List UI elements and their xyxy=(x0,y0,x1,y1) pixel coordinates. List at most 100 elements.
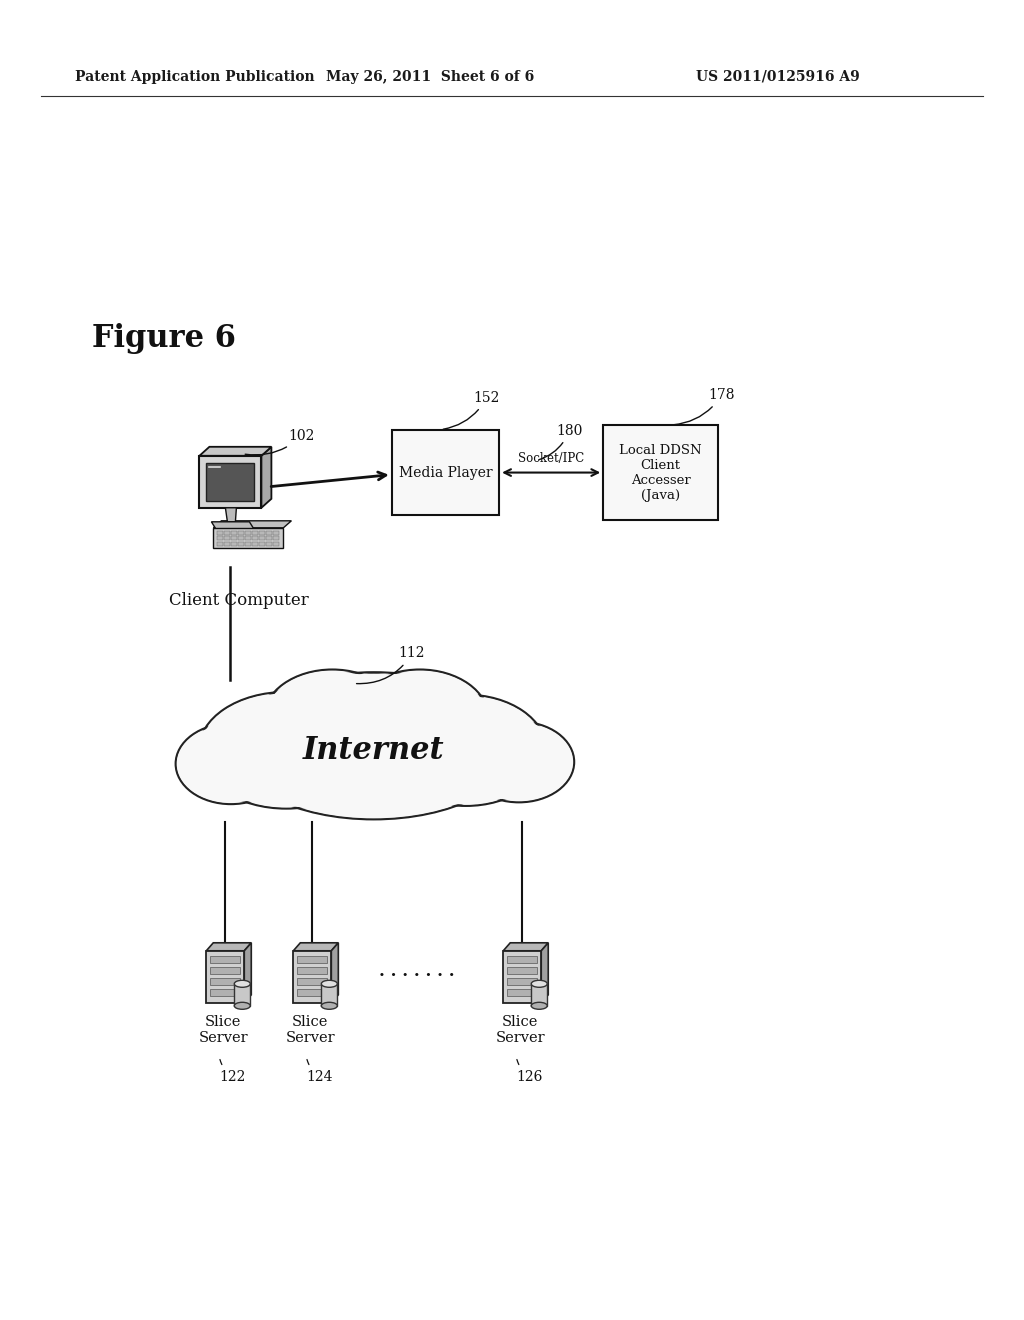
Text: US 2011/0125916 A9: US 2011/0125916 A9 xyxy=(696,70,860,83)
Ellipse shape xyxy=(322,1002,337,1010)
Ellipse shape xyxy=(324,675,424,750)
Ellipse shape xyxy=(230,672,516,820)
Ellipse shape xyxy=(322,981,337,987)
Text: Slice
Server: Slice Server xyxy=(199,1015,248,1045)
Text: Slice
Server: Slice Server xyxy=(286,1015,335,1045)
FancyBboxPatch shape xyxy=(213,528,284,548)
Text: 152: 152 xyxy=(443,391,500,429)
FancyBboxPatch shape xyxy=(391,430,500,516)
Text: 124: 124 xyxy=(306,1060,333,1084)
FancyBboxPatch shape xyxy=(246,536,251,540)
FancyBboxPatch shape xyxy=(266,536,272,540)
FancyBboxPatch shape xyxy=(210,989,241,995)
Ellipse shape xyxy=(176,723,286,804)
Text: Internet: Internet xyxy=(303,735,444,767)
FancyBboxPatch shape xyxy=(531,983,547,1006)
Polygon shape xyxy=(200,446,271,455)
FancyBboxPatch shape xyxy=(224,541,230,545)
Text: Slice
Server: Slice Server xyxy=(496,1015,545,1045)
Text: . . . . . . .: . . . . . . . xyxy=(380,964,455,981)
FancyBboxPatch shape xyxy=(210,956,241,962)
FancyBboxPatch shape xyxy=(273,531,279,535)
Ellipse shape xyxy=(387,696,545,804)
Ellipse shape xyxy=(531,981,547,987)
FancyBboxPatch shape xyxy=(503,950,542,1003)
Text: Media Player: Media Player xyxy=(398,466,493,479)
Text: Socket/IPC: Socket/IPC xyxy=(518,451,585,465)
FancyBboxPatch shape xyxy=(239,531,244,535)
FancyBboxPatch shape xyxy=(210,966,241,974)
Ellipse shape xyxy=(385,694,547,807)
Ellipse shape xyxy=(177,725,285,803)
FancyBboxPatch shape xyxy=(259,536,265,540)
Text: 102: 102 xyxy=(245,429,314,455)
Text: 180: 180 xyxy=(539,424,583,459)
Polygon shape xyxy=(261,446,271,508)
Ellipse shape xyxy=(200,693,373,807)
FancyBboxPatch shape xyxy=(206,950,245,1003)
FancyBboxPatch shape xyxy=(297,978,328,985)
Polygon shape xyxy=(293,942,338,950)
FancyBboxPatch shape xyxy=(259,541,265,545)
FancyBboxPatch shape xyxy=(273,536,279,540)
FancyBboxPatch shape xyxy=(507,989,538,995)
Ellipse shape xyxy=(464,722,574,803)
FancyBboxPatch shape xyxy=(210,978,241,985)
FancyBboxPatch shape xyxy=(266,541,272,545)
FancyBboxPatch shape xyxy=(200,455,261,508)
FancyBboxPatch shape xyxy=(297,956,328,962)
Text: 122: 122 xyxy=(219,1060,246,1084)
Polygon shape xyxy=(542,942,548,1003)
Polygon shape xyxy=(211,521,254,529)
FancyBboxPatch shape xyxy=(224,531,230,535)
FancyBboxPatch shape xyxy=(507,978,538,985)
Text: Figure 6: Figure 6 xyxy=(92,323,237,354)
Polygon shape xyxy=(245,942,251,1003)
Ellipse shape xyxy=(264,671,400,767)
Ellipse shape xyxy=(234,981,250,987)
FancyBboxPatch shape xyxy=(297,966,328,974)
FancyBboxPatch shape xyxy=(252,536,258,540)
Ellipse shape xyxy=(352,671,487,767)
Ellipse shape xyxy=(199,692,374,809)
Text: Patent Application Publication: Patent Application Publication xyxy=(75,70,314,83)
FancyBboxPatch shape xyxy=(231,531,237,535)
FancyBboxPatch shape xyxy=(293,950,332,1003)
Ellipse shape xyxy=(232,673,515,818)
Polygon shape xyxy=(225,508,237,521)
Ellipse shape xyxy=(350,669,489,768)
FancyBboxPatch shape xyxy=(297,989,328,995)
Polygon shape xyxy=(213,521,292,528)
FancyBboxPatch shape xyxy=(603,425,718,520)
Ellipse shape xyxy=(531,1002,547,1010)
FancyBboxPatch shape xyxy=(273,541,279,545)
Polygon shape xyxy=(332,942,338,1003)
FancyBboxPatch shape xyxy=(239,541,244,545)
FancyBboxPatch shape xyxy=(246,531,251,535)
FancyBboxPatch shape xyxy=(224,536,230,540)
Ellipse shape xyxy=(465,723,572,801)
FancyBboxPatch shape xyxy=(231,536,237,540)
Text: May 26, 2011  Sheet 6 of 6: May 26, 2011 Sheet 6 of 6 xyxy=(326,70,535,83)
FancyBboxPatch shape xyxy=(234,983,250,1006)
FancyBboxPatch shape xyxy=(217,531,223,535)
FancyBboxPatch shape xyxy=(252,541,258,545)
FancyBboxPatch shape xyxy=(239,536,244,540)
FancyBboxPatch shape xyxy=(507,956,538,962)
FancyBboxPatch shape xyxy=(217,536,223,540)
Ellipse shape xyxy=(325,676,423,748)
FancyBboxPatch shape xyxy=(507,966,538,974)
Polygon shape xyxy=(503,942,548,950)
Text: Client Computer: Client Computer xyxy=(169,591,308,609)
Ellipse shape xyxy=(234,1002,250,1010)
Polygon shape xyxy=(206,942,251,950)
Text: 126: 126 xyxy=(516,1060,543,1084)
Text: 178: 178 xyxy=(673,388,735,425)
FancyBboxPatch shape xyxy=(217,541,223,545)
FancyBboxPatch shape xyxy=(322,983,337,1006)
FancyBboxPatch shape xyxy=(246,541,251,545)
Text: Local DDSN
Client
Accesser
(Java): Local DDSN Client Accesser (Java) xyxy=(620,444,701,502)
FancyBboxPatch shape xyxy=(231,541,237,545)
FancyBboxPatch shape xyxy=(266,531,272,535)
FancyBboxPatch shape xyxy=(207,463,254,500)
